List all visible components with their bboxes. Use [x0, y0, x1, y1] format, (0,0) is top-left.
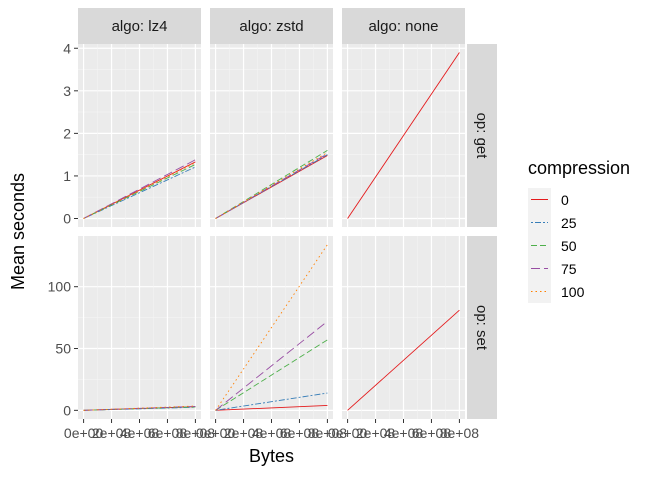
series-line-0 [347, 52, 460, 219]
y-tick-label: 4 [63, 40, 71, 56]
x-tick-label: 0e+00 [328, 425, 368, 441]
x-tick-label: 2e+08 [356, 425, 396, 441]
series-line-0 [347, 309, 460, 411]
panel-r0-c0 [78, 44, 201, 227]
legend-item-0: 0 [528, 188, 569, 211]
x-tick-label: 8e+08 [308, 425, 348, 441]
y-tick-label: 50 [55, 341, 71, 357]
x-tick-label: 6e+08 [412, 425, 452, 441]
series-line-50 [215, 339, 328, 411]
x-tick-label: 0e+00 [64, 425, 104, 441]
col-strip-1 [210, 8, 333, 44]
y-axis-title: Mean seconds [8, 173, 28, 290]
x-tick-label: 8e+08 [440, 425, 480, 441]
legend-label: 100 [561, 284, 585, 300]
col-strip-0 [78, 8, 201, 44]
x-tick-label: 4e+08 [252, 425, 292, 441]
series-line-100 [215, 152, 328, 219]
x-tick-label: 4e+08 [120, 425, 160, 441]
legend-title: compression [528, 158, 630, 178]
legend-item-50: 50 [528, 234, 577, 257]
y-tick-label: 0 [63, 210, 71, 226]
series-line-75 [83, 159, 196, 219]
x-axis-title: Bytes [249, 446, 294, 466]
series-line-50 [83, 164, 196, 219]
series-line-50 [215, 150, 328, 219]
x-tick-label: 2e+08 [92, 425, 132, 441]
x-tick-label: 6e+08 [280, 425, 320, 441]
legend-label: 75 [561, 261, 577, 277]
y-tick-label: 1 [63, 168, 71, 184]
row-strip-1 [467, 236, 497, 419]
col-strip-label-0: algo: lz4 [112, 18, 168, 35]
panel-r1-c2 [342, 236, 465, 419]
col-strip-label-1: algo: zstd [239, 18, 303, 35]
x-tick-label: 8e+08 [176, 425, 216, 441]
legend-label: 0 [561, 192, 569, 208]
y-tick-label: 100 [48, 279, 72, 295]
series-line-25 [215, 392, 328, 411]
panel-r0-c2 [342, 44, 465, 227]
legend-key-background [528, 280, 551, 303]
legend-item-75: 75 [528, 257, 577, 280]
panel-r1-c1 [210, 236, 333, 419]
col-strip-label-2: algo: none [368, 18, 438, 35]
x-tick-label: 2e+08 [224, 425, 264, 441]
series-line-100 [83, 405, 196, 411]
row-strip-0 [467, 44, 497, 227]
panel-r0-c1 [210, 44, 333, 227]
legend-key-background [528, 234, 551, 257]
row-strip-label-1: op: set [473, 305, 490, 351]
legend-item-100: 100 [528, 280, 585, 303]
series-line-75 [215, 153, 328, 219]
x-tick-label: 0e+00 [196, 425, 236, 441]
x-tick-label: 4e+08 [384, 425, 424, 441]
y-tick-label: 2 [63, 125, 71, 141]
y-tick-label: 3 [63, 83, 71, 99]
series-line-100 [83, 162, 196, 219]
series-line-100 [215, 244, 328, 411]
series-line-75 [215, 320, 328, 411]
y-tick-label: 0 [63, 402, 71, 418]
x-tick-label: 6e+08 [148, 425, 188, 441]
panel-r1-c0 [78, 236, 201, 419]
legend: compression 0 25 50 75 100 [528, 158, 630, 303]
legend-label: 50 [561, 238, 577, 254]
legend-label: 25 [561, 215, 577, 231]
series-line-0 [215, 404, 328, 411]
legend-item-25: 25 [528, 211, 577, 234]
col-strip-2 [342, 8, 465, 44]
row-strip-label-0: op: get [473, 113, 490, 160]
